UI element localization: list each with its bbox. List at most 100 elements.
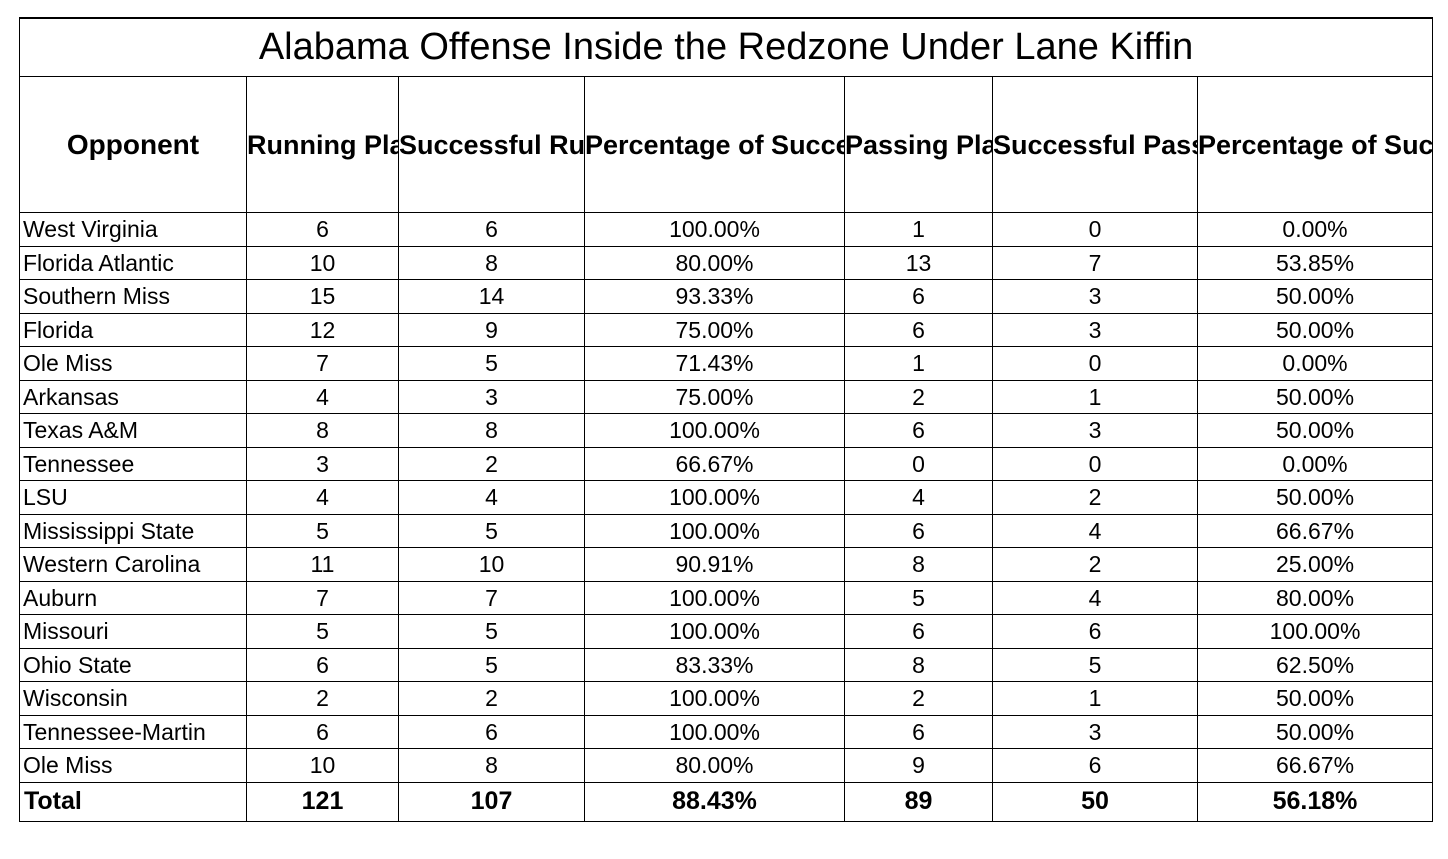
table-row: Auburn 7 7 100.00% 5 4 80.00% bbox=[19, 580, 1434, 615]
stat-cell: 0.00% bbox=[1196, 446, 1434, 481]
stat-cell: 6 bbox=[246, 647, 399, 682]
redzone-stats-table: Alabama Offense Inside the Redzone Under… bbox=[18, 17, 1434, 822]
table-row: Western Carolina 11 10 90.91% 8 2 25.00% bbox=[19, 547, 1434, 582]
opponent-cell: Wisconsin bbox=[19, 681, 247, 716]
stat-cell: 7 bbox=[246, 346, 399, 381]
stat-cell: 8 bbox=[398, 413, 585, 448]
total-cell: Total bbox=[19, 781, 247, 822]
column-header: Percentage of Successful Running Plays bbox=[584, 76, 845, 213]
opponent-cell: Tennessee-Martin bbox=[19, 714, 247, 749]
table-row: Texas A&M 8 8 100.00% 6 3 50.00% bbox=[19, 413, 1434, 448]
stat-cell: 6 bbox=[398, 212, 585, 247]
stat-cell: 2 bbox=[398, 446, 585, 481]
stat-cell: 0.00% bbox=[1196, 212, 1434, 247]
total-row: Total 121 107 88.43% 89 50 56.18% bbox=[19, 781, 1434, 822]
stat-cell: 9 bbox=[398, 312, 585, 347]
opponent-cell: Florida bbox=[19, 312, 247, 347]
stat-cell: 5 bbox=[398, 614, 585, 649]
stat-cell: 4 bbox=[992, 513, 1198, 548]
opponent-cell: LSU bbox=[19, 480, 247, 515]
stat-cell: 62.50% bbox=[1196, 647, 1434, 682]
stat-cell: 6 bbox=[844, 614, 993, 649]
stat-cell: 2 bbox=[844, 379, 993, 414]
stat-cell: 4 bbox=[992, 580, 1198, 615]
table-row: Ole Miss 10 8 80.00% 9 6 66.67% bbox=[19, 748, 1434, 783]
stat-cell: 4 bbox=[398, 480, 585, 515]
stat-cell: 10 bbox=[246, 245, 399, 280]
stat-cell: 6 bbox=[844, 279, 993, 314]
stat-cell: 100.00% bbox=[584, 714, 845, 749]
stat-cell: 4 bbox=[246, 379, 399, 414]
table-row: Florida Atlantic 10 8 80.00% 13 7 53.85% bbox=[19, 245, 1434, 280]
stat-cell: 8 bbox=[398, 245, 585, 280]
column-header: Opponent bbox=[19, 76, 247, 213]
stat-cell: 6 bbox=[992, 614, 1198, 649]
total-cell: 89 bbox=[844, 781, 993, 822]
table-row: Florida 12 9 75.00% 6 3 50.00% bbox=[19, 312, 1434, 347]
opponent-cell: West Virginia bbox=[19, 212, 247, 247]
stat-cell: 3 bbox=[992, 413, 1198, 448]
opponent-cell: Arkansas bbox=[19, 379, 247, 414]
table-title: Alabama Offense Inside the Redzone Under… bbox=[18, 17, 1434, 77]
stat-cell: 3 bbox=[992, 714, 1198, 749]
stat-cell: 6 bbox=[844, 413, 993, 448]
stat-cell: 8 bbox=[844, 647, 993, 682]
stat-cell: 100.00% bbox=[1196, 614, 1434, 649]
total-cell: 56.18% bbox=[1196, 781, 1434, 822]
stat-cell: 100.00% bbox=[584, 212, 845, 247]
stat-cell: 100.00% bbox=[584, 480, 845, 515]
stat-cell: 0 bbox=[992, 346, 1198, 381]
stat-cell: 8 bbox=[398, 748, 585, 783]
stat-cell: 50.00% bbox=[1196, 714, 1434, 749]
table-row: Ole Miss 7 5 71.43% 1 0 0.00% bbox=[19, 346, 1434, 381]
opponent-cell: Florida Atlantic bbox=[19, 245, 247, 280]
header-row: Opponent Running Plays Successful Runnin… bbox=[19, 76, 1434, 213]
stat-cell: 100.00% bbox=[584, 614, 845, 649]
stat-cell: 3 bbox=[398, 379, 585, 414]
stat-cell: 1 bbox=[992, 379, 1198, 414]
stat-cell: 50.00% bbox=[1196, 480, 1434, 515]
stat-cell: 75.00% bbox=[584, 312, 845, 347]
table-row: Missouri 5 5 100.00% 6 6 100.00% bbox=[19, 614, 1434, 649]
stat-cell: 7 bbox=[992, 245, 1198, 280]
total-cell: 121 bbox=[246, 781, 399, 822]
stat-cell: 13 bbox=[844, 245, 993, 280]
stat-cell: 25.00% bbox=[1196, 547, 1434, 582]
opponent-cell: Ole Miss bbox=[19, 346, 247, 381]
table-row: Ohio State 6 5 83.33% 8 5 62.50% bbox=[19, 647, 1434, 682]
stat-cell: 80.00% bbox=[1196, 580, 1434, 615]
stat-cell: 0.00% bbox=[1196, 346, 1434, 381]
stat-cell: 50.00% bbox=[1196, 379, 1434, 414]
stat-cell: 5 bbox=[246, 513, 399, 548]
stat-cell: 6 bbox=[246, 714, 399, 749]
stat-cell: 0 bbox=[992, 446, 1198, 481]
stat-cell: 5 bbox=[398, 346, 585, 381]
stat-cell: 53.85% bbox=[1196, 245, 1434, 280]
table-row: Arkansas 4 3 75.00% 2 1 50.00% bbox=[19, 379, 1434, 414]
stat-cell: 5 bbox=[398, 647, 585, 682]
stat-cell: 4 bbox=[844, 480, 993, 515]
stat-cell: 1 bbox=[844, 212, 993, 247]
stat-cell: 10 bbox=[246, 748, 399, 783]
stat-cell: 11 bbox=[246, 547, 399, 582]
stat-cell: 9 bbox=[844, 748, 993, 783]
opponent-cell: Missouri bbox=[19, 614, 247, 649]
stat-cell: 3 bbox=[992, 312, 1198, 347]
stat-cell: 50.00% bbox=[1196, 413, 1434, 448]
opponent-cell: Tennessee bbox=[19, 446, 247, 481]
opponent-cell: Ole Miss bbox=[19, 748, 247, 783]
stat-cell: 50.00% bbox=[1196, 279, 1434, 314]
stat-cell: 75.00% bbox=[584, 379, 845, 414]
stat-cell: 6 bbox=[992, 748, 1198, 783]
total-cell: 50 bbox=[992, 781, 1198, 822]
stat-cell: 2 bbox=[992, 480, 1198, 515]
stat-cell: 93.33% bbox=[584, 279, 845, 314]
stat-cell: 2 bbox=[992, 547, 1198, 582]
total-cell: 107 bbox=[398, 781, 585, 822]
opponent-cell: Southern Miss bbox=[19, 279, 247, 314]
table-row: LSU 4 4 100.00% 4 2 50.00% bbox=[19, 480, 1434, 515]
stat-cell: 71.43% bbox=[584, 346, 845, 381]
stat-cell: 100.00% bbox=[584, 513, 845, 548]
stat-cell: 7 bbox=[246, 580, 399, 615]
table-body: West Virginia 6 6 100.00% 1 0 0.00% Florida Atl… bbox=[19, 212, 1434, 783]
